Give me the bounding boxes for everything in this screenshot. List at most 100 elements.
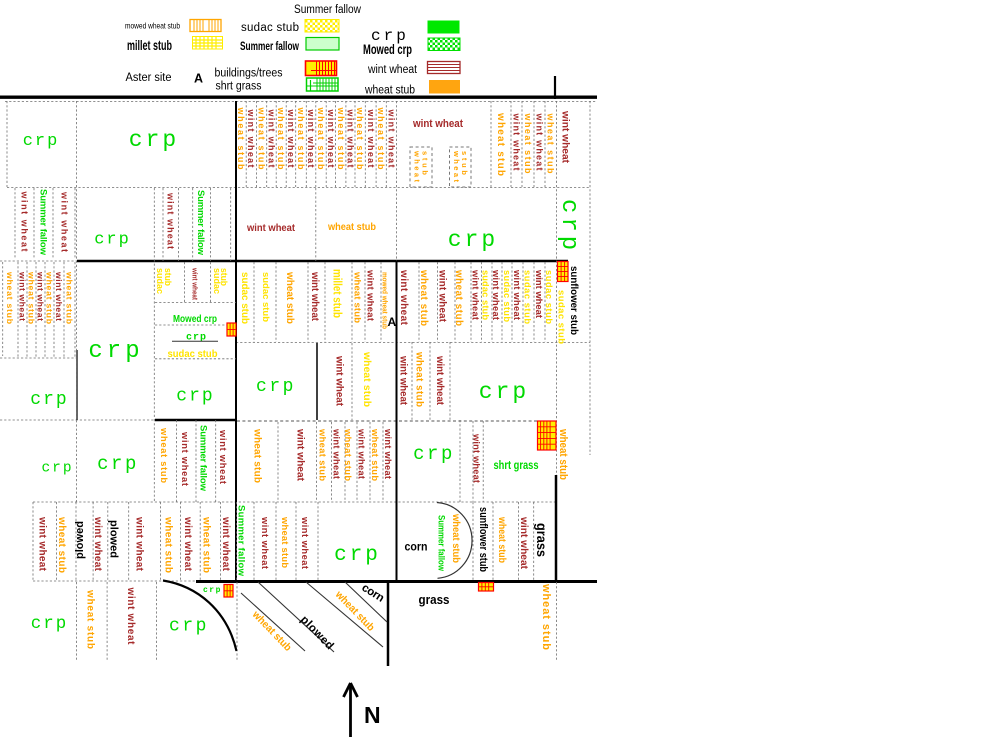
svg-text:crp: crp	[334, 544, 381, 567]
svg-text:crp: crp	[186, 332, 207, 343]
svg-text:mowed wheat stub: mowed wheat stub	[125, 21, 180, 31]
svg-text:wheat stub: wheat stub	[453, 269, 464, 326]
svg-text:A: A	[194, 72, 203, 86]
svg-text:wint wheat: wint wheat	[294, 428, 305, 482]
svg-text:wint wheat: wint wheat	[125, 587, 136, 646]
svg-text:wint wheat: wint wheat	[246, 222, 295, 234]
svg-text:grass: grass	[534, 523, 550, 557]
svg-text:wint wheat: wint wheat	[357, 428, 367, 479]
svg-text:shrt grass: shrt grass	[494, 460, 539, 472]
svg-text:wint wheat: wint wheat	[300, 516, 310, 569]
svg-text:wheat stub: wheat stub	[523, 113, 533, 175]
svg-text:Summer fallow: Summer fallow	[436, 515, 447, 572]
svg-text:buildings/trees: buildings/trees	[215, 68, 283, 80]
svg-text:crp: crp	[203, 586, 222, 595]
svg-text:wint wheat: wint wheat	[182, 516, 193, 572]
svg-text:wheat stub: wheat stub	[257, 107, 267, 171]
svg-text:wint wheat: wint wheat	[260, 516, 270, 569]
svg-text:Aster site: Aster site	[126, 72, 172, 84]
svg-text:wint wheat: wint wheat	[20, 191, 30, 252]
svg-text:sudac stub: sudac stub	[241, 22, 299, 34]
svg-text:Summer fallow: Summer fallow	[198, 425, 209, 492]
svg-text:N: N	[364, 702, 381, 728]
svg-text:crp: crp	[23, 132, 60, 151]
svg-text:crp: crp	[555, 199, 582, 254]
svg-text:wint wheat: wint wheat	[397, 355, 408, 406]
svg-text:wheat stub: wheat stub	[317, 428, 327, 481]
svg-text:wint wheat: wint wheat	[54, 271, 64, 321]
svg-text:wheat: wheat	[413, 150, 422, 183]
svg-text:wint wheat: wint wheat	[286, 109, 296, 168]
svg-text:wint wheat: wint wheat	[383, 428, 393, 479]
svg-text:wint wheat: wint wheat	[437, 269, 448, 323]
svg-text:crp: crp	[94, 231, 131, 250]
svg-text:wint wheat: wint wheat	[246, 109, 256, 168]
svg-text:sudac: sudac	[212, 268, 222, 294]
svg-text:wint wheat: wint wheat	[366, 109, 376, 168]
svg-text:wint wheat: wint wheat	[512, 113, 522, 171]
svg-text:stub: stub	[219, 268, 229, 286]
svg-text:Summer fallow: Summer fallow	[294, 4, 362, 16]
svg-text:wheat stub: wheat stub	[496, 516, 507, 563]
svg-text:wheat stub: wheat stub	[413, 351, 424, 407]
svg-text:plowed: plowed	[108, 520, 120, 558]
svg-text:A: A	[388, 315, 397, 329]
svg-text:stub: stub	[460, 151, 469, 175]
svg-text:Mowed crp: Mowed crp	[363, 42, 412, 57]
svg-text:wint wheat: wint wheat	[346, 109, 356, 168]
svg-text:wint wheat: wint wheat	[398, 269, 409, 326]
svg-text:sunflower stub: sunflower stub	[568, 266, 580, 335]
svg-text:Mowed crp: Mowed crp	[173, 313, 217, 325]
svg-text:wint wheat: wint wheat	[220, 516, 231, 572]
svg-text:stub: stub	[421, 151, 430, 175]
svg-text:wint wheat: wint wheat	[387, 109, 397, 168]
svg-text:crp: crp	[88, 338, 143, 365]
svg-text:wint wheat: wint wheat	[512, 269, 522, 320]
svg-text:Summer fallow: Summer fallow	[38, 189, 49, 256]
svg-text:sudac stub: sudac stub	[481, 270, 491, 320]
svg-text:sudac stub: sudac stub	[523, 270, 533, 324]
svg-text:wheat stub: wheat stub	[495, 112, 506, 176]
svg-text:Summer fallow: Summer fallow	[236, 505, 247, 577]
svg-text:sudac: sudac	[155, 268, 165, 294]
svg-text:millet stub: millet stub	[127, 37, 172, 53]
svg-text:wheat stub: wheat stub	[352, 271, 363, 323]
svg-text:wint wheat: wint wheat	[218, 429, 228, 484]
svg-text:wheat stub: wheat stub	[284, 271, 295, 324]
svg-text:crp: crp	[31, 614, 69, 634]
svg-text:mowed wheat stub: mowed wheat stub	[381, 272, 390, 329]
svg-text:plowed: plowed	[74, 521, 86, 559]
svg-text:wint wheat: wint wheat	[534, 269, 544, 318]
svg-text:wint wheat: wint wheat	[332, 428, 342, 479]
svg-text:crp: crp	[479, 379, 529, 405]
svg-text:wheat stub: wheat stub	[296, 107, 306, 171]
svg-text:crp: crp	[41, 461, 73, 477]
svg-text:wheat stub: wheat stub	[361, 351, 372, 407]
svg-text:wint wheat: wint wheat	[518, 516, 529, 570]
svg-text:sudac stub: sudac stub	[502, 270, 512, 322]
svg-text:wint wheat: wint wheat	[36, 271, 46, 321]
svg-text:wint wheat: wint wheat	[309, 271, 320, 322]
svg-text:crp: crp	[176, 387, 214, 407]
svg-text:wheat stub: wheat stub	[376, 107, 386, 171]
svg-text:crp: crp	[371, 27, 409, 45]
svg-text:wint wheat: wint wheat	[560, 110, 572, 163]
svg-text:wint wheat: wint wheat	[180, 431, 190, 486]
svg-text:wheat stub: wheat stub	[316, 107, 326, 171]
svg-text:wint wheat: wint wheat	[306, 109, 316, 168]
svg-text:sudac stub: sudac stub	[260, 272, 271, 322]
svg-text:Summer fallow: Summer fallow	[240, 39, 299, 53]
svg-text:wint wheat: wint wheat	[267, 109, 277, 168]
svg-text:wheat stub: wheat stub	[327, 221, 376, 233]
svg-text:wheat stub: wheat stub	[370, 428, 380, 481]
svg-text:stub: stub	[163, 268, 173, 286]
svg-text:wheat stub: wheat stub	[159, 427, 169, 483]
svg-text:wint wheat: wint wheat	[334, 355, 345, 407]
svg-text:Summer fallow: Summer fallow	[195, 190, 206, 256]
svg-text:crp: crp	[169, 617, 209, 637]
svg-text:millet stub: millet stub	[330, 269, 342, 318]
svg-text:crp: crp	[97, 453, 139, 475]
svg-text:wint wheat: wint wheat	[166, 192, 176, 249]
svg-text:crp: crp	[256, 377, 296, 397]
svg-text:sudac stub: sudac stub	[544, 270, 554, 324]
